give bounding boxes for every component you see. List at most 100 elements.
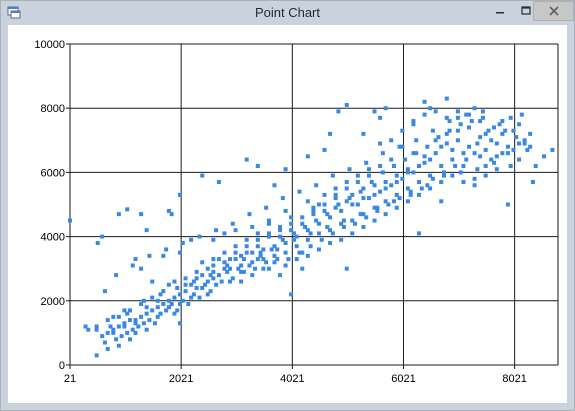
data-point bbox=[314, 183, 319, 188]
data-point bbox=[344, 266, 349, 271]
x-tick-label: 6021 bbox=[391, 373, 415, 385]
data-point bbox=[383, 106, 388, 111]
data-point bbox=[375, 205, 380, 210]
data-point bbox=[208, 289, 213, 294]
data-point bbox=[467, 144, 472, 149]
data-point bbox=[255, 257, 260, 262]
data-point bbox=[450, 173, 455, 178]
data-point bbox=[528, 144, 533, 149]
data-point bbox=[444, 131, 449, 136]
app-icon[interactable] bbox=[7, 5, 21, 19]
data-point bbox=[511, 147, 516, 152]
data-point bbox=[414, 138, 419, 143]
close-button[interactable] bbox=[533, 1, 574, 21]
data-point bbox=[372, 183, 377, 188]
data-point bbox=[272, 253, 277, 258]
data-point bbox=[475, 141, 480, 146]
data-point bbox=[95, 241, 100, 246]
data-point bbox=[378, 163, 383, 168]
minimize-button[interactable] bbox=[487, 1, 513, 21]
data-point bbox=[250, 224, 255, 229]
data-point bbox=[405, 186, 410, 191]
data-point bbox=[522, 138, 527, 143]
data-point bbox=[303, 224, 308, 229]
data-point bbox=[169, 302, 174, 307]
data-point bbox=[316, 202, 321, 207]
data-point bbox=[383, 186, 388, 191]
data-point bbox=[125, 311, 130, 316]
data-point bbox=[472, 151, 477, 156]
data-point bbox=[172, 295, 177, 300]
data-point bbox=[144, 311, 149, 316]
data-point bbox=[297, 189, 302, 194]
data-point bbox=[278, 234, 283, 239]
data-point bbox=[177, 250, 182, 255]
data-point bbox=[94, 353, 99, 358]
data-point bbox=[430, 176, 435, 181]
data-point bbox=[280, 196, 285, 201]
data-point bbox=[439, 144, 444, 149]
data-point bbox=[422, 160, 427, 165]
data-point bbox=[255, 237, 260, 242]
data-point bbox=[311, 212, 316, 217]
data-point bbox=[122, 321, 127, 326]
data-point bbox=[422, 154, 427, 159]
data-point bbox=[444, 115, 449, 120]
window-title: Point Chart bbox=[254, 5, 321, 20]
data-point bbox=[177, 192, 182, 197]
data-point bbox=[347, 196, 352, 201]
data-point bbox=[416, 231, 421, 236]
data-point bbox=[161, 302, 166, 307]
data-point bbox=[530, 180, 535, 185]
data-point bbox=[433, 138, 438, 143]
data-point bbox=[483, 131, 488, 136]
data-point bbox=[405, 170, 410, 175]
data-point bbox=[133, 321, 138, 326]
data-point bbox=[111, 314, 116, 319]
data-point bbox=[389, 157, 394, 162]
data-point bbox=[266, 218, 271, 223]
data-point bbox=[330, 231, 335, 236]
data-point bbox=[266, 234, 271, 239]
data-point bbox=[366, 196, 371, 201]
data-point bbox=[291, 237, 296, 242]
data-point bbox=[478, 135, 483, 140]
data-point bbox=[211, 276, 216, 281]
data-point bbox=[111, 330, 116, 335]
data-point bbox=[511, 128, 516, 133]
title-bar[interactable]: Point Chart bbox=[1, 1, 574, 24]
data-point bbox=[255, 163, 260, 168]
data-point bbox=[200, 173, 205, 178]
data-point bbox=[350, 218, 355, 223]
data-point bbox=[375, 208, 380, 213]
data-point bbox=[250, 260, 255, 265]
data-point bbox=[116, 212, 121, 217]
data-point bbox=[333, 192, 338, 197]
data-point bbox=[305, 253, 310, 258]
data-point bbox=[311, 205, 316, 210]
data-point bbox=[289, 215, 294, 220]
data-point bbox=[455, 128, 460, 133]
data-point bbox=[183, 276, 188, 281]
data-point bbox=[405, 167, 410, 172]
data-point bbox=[166, 282, 171, 287]
data-point bbox=[216, 180, 221, 185]
data-point bbox=[283, 250, 288, 255]
maximize-button[interactable] bbox=[513, 1, 539, 21]
data-point bbox=[239, 253, 244, 258]
data-point bbox=[266, 221, 271, 226]
data-point bbox=[133, 318, 138, 323]
data-point bbox=[200, 285, 205, 290]
data-point bbox=[472, 106, 477, 111]
data-point bbox=[200, 260, 205, 265]
data-point bbox=[191, 279, 196, 284]
data-point bbox=[250, 273, 255, 278]
data-point bbox=[197, 295, 202, 300]
data-point bbox=[411, 119, 416, 124]
data-point bbox=[266, 231, 271, 236]
data-point bbox=[478, 119, 483, 124]
data-point bbox=[180, 298, 185, 303]
data-point bbox=[419, 186, 424, 191]
data-point bbox=[358, 212, 363, 217]
